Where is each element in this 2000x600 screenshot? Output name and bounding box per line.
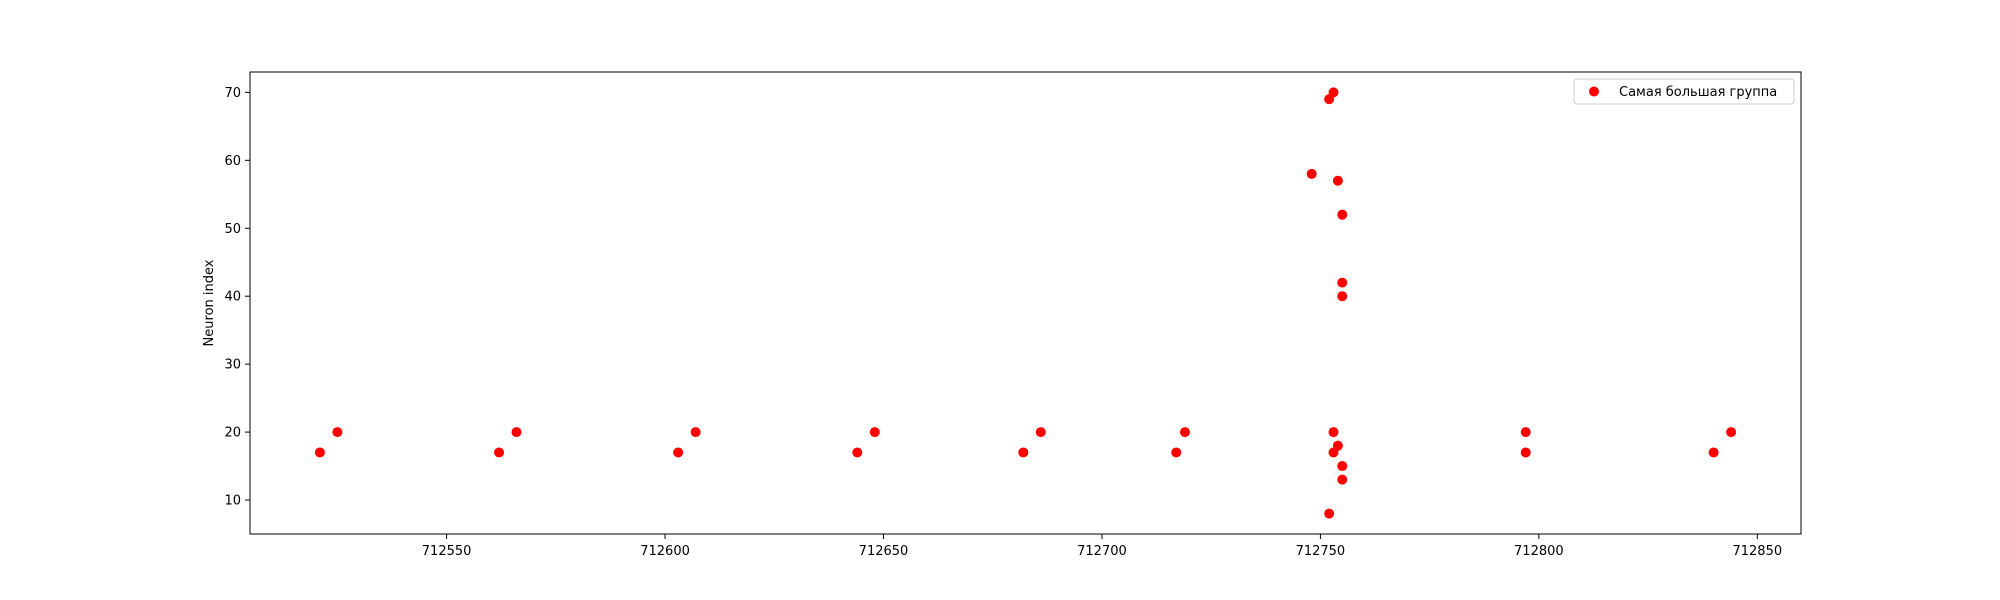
data-point [314,447,325,458]
data-point [1332,175,1343,186]
data-point [1337,461,1348,472]
data-point [690,427,701,438]
data-point [1332,440,1343,451]
y-axis: 10 20 30 40 50 60 70 [224,86,250,509]
data-point [1726,427,1737,438]
data-point [1018,447,1029,458]
data-point [1171,447,1182,458]
y-tick-label: 60 [224,154,241,169]
data-point [1035,427,1046,438]
data-point [1328,427,1339,438]
data-point [1328,87,1339,98]
data-point [869,427,880,438]
y-tick-label: 70 [224,86,241,101]
data-point [332,427,343,438]
data-point [1179,427,1190,438]
y-tick-label: 20 [224,426,241,441]
data-point [494,447,505,458]
y-tick-label: 50 [224,222,241,237]
data-point [1306,168,1317,179]
legend-label: Самая большая группа [1619,85,1777,100]
data-point [511,427,522,438]
x-tick-label: 712650 [859,544,909,559]
data-point [852,447,863,458]
y-axis-title: Neuron index [202,259,217,346]
x-axis: 712550 712600 712650 712700 712750 712800 7128… [422,534,1782,559]
data-point [1708,447,1719,458]
y-tick-label: 40 [224,290,241,305]
x-tick-label: 712800 [1514,544,1564,559]
plot-area [250,72,1801,534]
x-tick-label: 712750 [1296,544,1346,559]
plot-frame [249,71,1802,535]
x-tick-label: 712700 [1077,544,1127,559]
data-point [1324,508,1335,519]
x-tick-label: 712850 [1732,544,1782,559]
y-tick-label: 10 [224,494,241,509]
data-points [314,87,1737,519]
data-point [1520,447,1531,458]
data-point [673,447,684,458]
x-tick-label: 712600 [640,544,690,559]
data-point [1337,277,1348,288]
legend: Самая большая группа [1573,78,1795,105]
legend-marker [1589,86,1599,97]
data-point [1520,427,1531,438]
x-tick-label: 712550 [422,544,472,559]
data-point [1337,209,1348,220]
data-point [1337,291,1348,302]
legend-box [1573,78,1795,105]
y-tick-label: 30 [224,358,241,373]
data-point [1337,474,1348,485]
